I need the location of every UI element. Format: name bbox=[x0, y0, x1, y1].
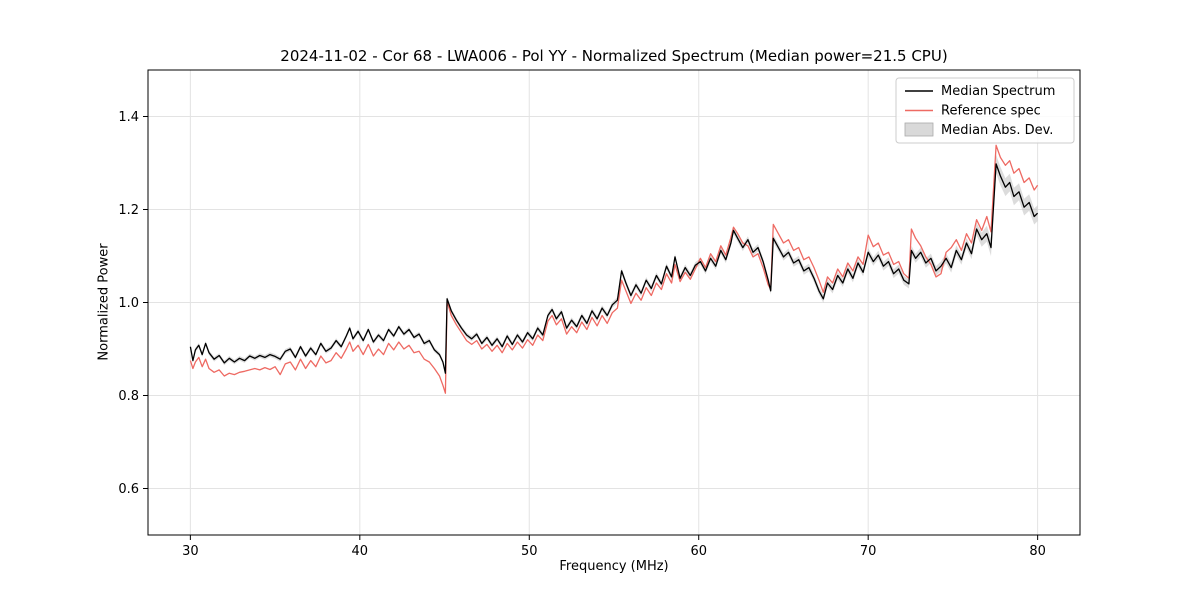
y-tick-label: 1.2 bbox=[118, 203, 139, 218]
chart-title: 2024-11-02 - Cor 68 - LWA006 - Pol YY - … bbox=[280, 47, 948, 65]
x-tick-label: 30 bbox=[182, 544, 199, 559]
legend-reference-spec-label: Reference spec bbox=[941, 104, 1041, 119]
median-spectrum-line bbox=[189, 163, 1039, 374]
y-tick-label: 0.6 bbox=[118, 482, 139, 497]
reference-spec-line bbox=[189, 144, 1039, 394]
y-tick-label: 0.8 bbox=[118, 389, 139, 404]
legend-median-abs-dev-label: Median Abs. Dev. bbox=[941, 123, 1053, 138]
legend-box bbox=[895, 77, 1075, 144]
x-tick-label: 60 bbox=[690, 544, 707, 559]
y-tick-label: 1.4 bbox=[118, 110, 139, 125]
legend-median-spectrum-label: Median Spectrum bbox=[941, 84, 1055, 99]
x-tick-label: 50 bbox=[521, 544, 538, 559]
x-tick-label: 80 bbox=[1029, 544, 1046, 559]
legend-median-abs-dev-sample bbox=[904, 122, 934, 137]
x-tick-label: 70 bbox=[860, 544, 877, 559]
y-tick-label: 1.0 bbox=[118, 296, 139, 311]
x-axis-label: Frequency (MHz) bbox=[559, 559, 669, 574]
x-tick-label: 40 bbox=[352, 544, 369, 559]
